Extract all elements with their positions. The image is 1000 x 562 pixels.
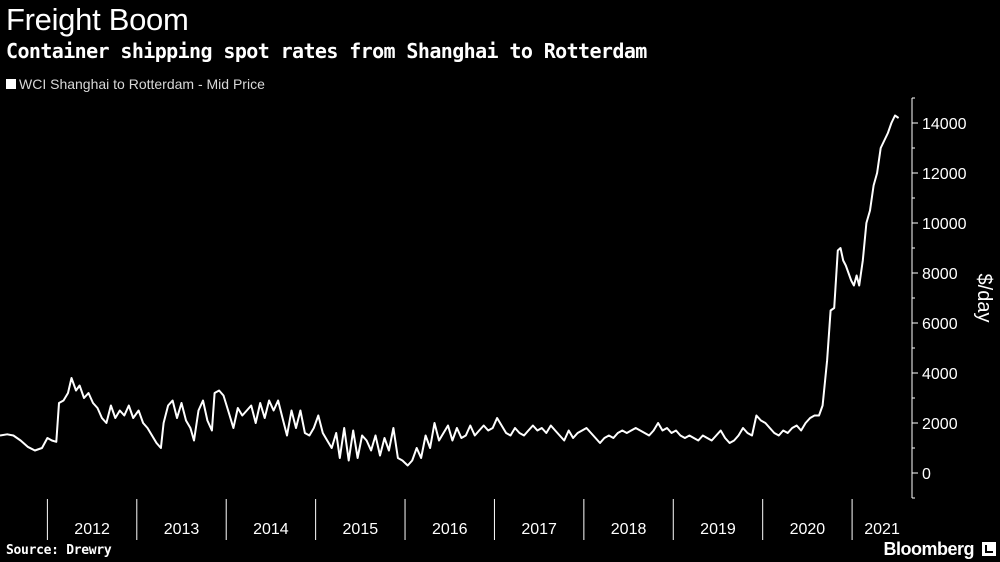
x-tick-label: 2018	[611, 521, 647, 538]
brand-logo-text: Bloomberg	[883, 539, 974, 559]
x-tick-label: 2016	[432, 521, 468, 538]
source-note: Source: Drewry	[6, 543, 112, 558]
y-tick-label: 0	[922, 466, 931, 483]
x-tick-label: 2017	[521, 521, 557, 538]
chart-title: Freight Boom	[6, 2, 189, 37]
x-tick-label: 2014	[253, 521, 289, 538]
y-tick-label: 2000	[922, 416, 958, 433]
y-tick-label: 6000	[922, 316, 958, 333]
brand-mark-icon	[982, 542, 996, 556]
legend-swatch	[6, 79, 16, 89]
legend-label: WCI Shanghai to Rotterdam - Mid Price	[19, 76, 265, 92]
y-tick-label: 14000	[922, 116, 967, 133]
y-tick-label: 12000	[922, 166, 967, 183]
x-tick-label: 2015	[343, 521, 379, 538]
series-line-wci	[0, 114, 900, 467]
chart-subtitle: Container shipping spot rates from Shang…	[6, 39, 647, 63]
x-tick-label: 2013	[164, 521, 200, 538]
x-tick-label: 2019	[700, 521, 736, 538]
x-tick-label: 2020	[790, 521, 826, 538]
y-tick-label: 10000	[922, 216, 967, 233]
y-axis-label: $/day	[973, 274, 995, 323]
x-tick-label: 2021	[864, 521, 900, 538]
legend: WCI Shanghai to Rotterdam - Mid Price	[6, 76, 265, 92]
y-tick-label: 8000	[922, 266, 958, 283]
y-tick-label: 4000	[922, 366, 958, 383]
x-tick-label: 2012	[74, 521, 110, 538]
